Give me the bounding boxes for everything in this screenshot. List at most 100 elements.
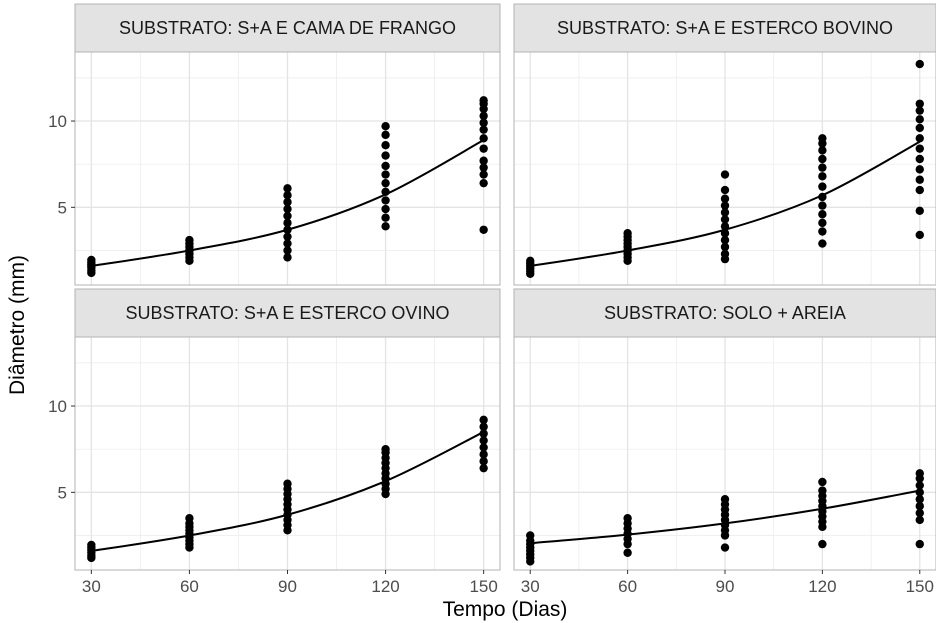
data-point (479, 443, 488, 452)
data-point (915, 99, 924, 108)
data-point (185, 235, 194, 245)
data-point (479, 163, 488, 172)
facet-title: SUBSTRATO: S+A E ESTERCO BOVINO (557, 18, 893, 38)
data-point (915, 123, 924, 133)
data-point (915, 144, 924, 153)
data-point (479, 118, 488, 127)
facet-panel: SUBSTRATO: S+A E CAMA DE FRANGO 5 10 (48, 3, 501, 286)
data-point (283, 218, 292, 228)
data-point (818, 218, 827, 228)
data-point (915, 495, 924, 504)
facet-strip (513, 3, 936, 53)
data-point (915, 481, 924, 490)
data-point (915, 175, 924, 184)
data-point (283, 232, 292, 241)
data-point (623, 514, 632, 523)
data-point (818, 172, 827, 181)
fitted-curve (530, 489, 920, 545)
data-point (479, 125, 488, 134)
data-point (381, 204, 390, 214)
data-point (479, 450, 488, 459)
x-tick-label: 120 (808, 577, 836, 596)
data-point (283, 191, 292, 200)
data-point (720, 215, 730, 224)
data-point (479, 225, 488, 234)
data-point (915, 539, 924, 549)
data-point (915, 469, 924, 478)
facet-panel: SUBSTRATO: S+A E ESTERCO OVINO 5 10 30 60 90 1… (48, 288, 501, 596)
data-point (915, 206, 924, 215)
data-point (526, 531, 535, 540)
data-point (479, 156, 488, 165)
data-point (283, 479, 292, 488)
data-point (381, 196, 390, 205)
facet-title: SUBSTRATO: S+A E ESTERCO OVINO (126, 303, 450, 323)
y-tick-label: 5 (58, 483, 67, 502)
data-point (283, 253, 292, 262)
data-point (915, 115, 924, 124)
data-point (381, 130, 390, 140)
y-tick-label: 10 (48, 397, 67, 416)
data-point (720, 208, 730, 217)
data-point (283, 184, 292, 193)
x-tick-label: 150 (469, 577, 497, 596)
data-point (915, 185, 924, 195)
data-point (283, 246, 292, 255)
facet-strip (513, 288, 936, 338)
data-point (381, 170, 390, 179)
data-point (479, 144, 488, 153)
x-tick-label: 120 (371, 577, 399, 596)
data-point (381, 178, 390, 188)
data-point (818, 239, 827, 248)
facet-panel: SUBSTRATO: SOLO + AREIA 30 60 90 120 150 (513, 288, 936, 596)
data-point (381, 141, 390, 150)
data-point (915, 106, 924, 115)
data-point (915, 230, 924, 240)
data-point (818, 154, 827, 164)
data-point (915, 154, 924, 164)
data-point (720, 194, 730, 203)
data-point (381, 122, 390, 131)
data-point (381, 213, 390, 222)
data-point (720, 235, 730, 245)
data-point (720, 170, 730, 179)
data-point (381, 151, 390, 160)
facet-strip (74, 3, 501, 53)
x-tick-label: 60 (180, 577, 199, 596)
data-point (915, 501, 924, 511)
facet-panel: SUBSTRATO: S+A E ESTERCO BOVINO (513, 3, 936, 286)
data-point (479, 96, 488, 105)
data-point (818, 146, 827, 155)
x-tick-label: 30 (82, 577, 101, 596)
data-point (915, 165, 924, 174)
data-point (818, 182, 827, 191)
facet-title: SUBSTRATO: SOLO + AREIA (604, 303, 846, 323)
data-point (87, 255, 96, 265)
data-point (915, 134, 924, 143)
data-point (479, 170, 488, 179)
data-point (479, 457, 488, 466)
data-point (283, 197, 292, 207)
y-tick-label: 10 (48, 112, 67, 131)
data-point (720, 242, 730, 252)
data-point (623, 548, 632, 557)
panel-border (513, 51, 936, 286)
data-point (915, 508, 924, 518)
data-point (720, 249, 730, 259)
data-point (915, 59, 924, 69)
data-point (720, 543, 730, 552)
data-point (818, 486, 827, 495)
panel-border (74, 51, 501, 286)
x-axis-title: Tempo (Dias) (443, 598, 568, 621)
data-point (479, 422, 488, 431)
data-point (818, 227, 827, 236)
y-axis-title: Diâmetro (mm) (6, 255, 29, 395)
data-point (381, 222, 390, 231)
data-point (623, 229, 632, 238)
data-point (283, 239, 292, 248)
data-point (818, 477, 827, 487)
x-tick-label: 150 (906, 577, 934, 596)
data-point (381, 161, 390, 171)
data-point (479, 436, 488, 445)
